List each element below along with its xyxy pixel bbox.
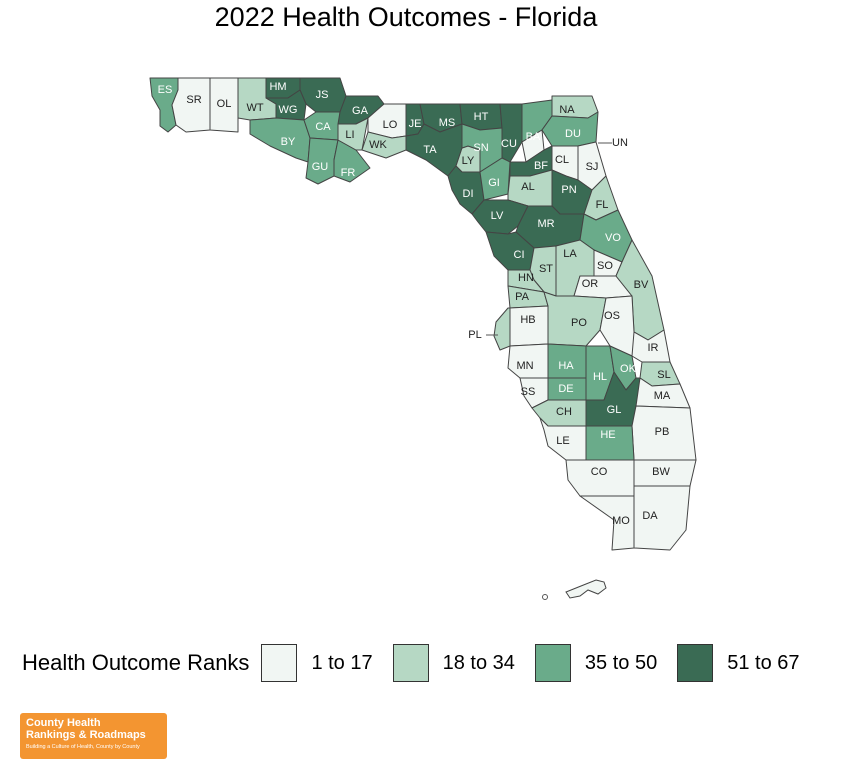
county-label-le: LE: [556, 435, 569, 447]
county-ol: [209, 77, 239, 133]
county-label-ba: BA: [526, 131, 541, 143]
county-label-fl: FL: [596, 199, 609, 211]
county-label-hm: HM: [269, 81, 286, 93]
legend-item-3: 35 to 50: [534, 644, 658, 682]
county-label-hn: HN: [518, 272, 534, 284]
county-label-ok: OK: [620, 363, 637, 375]
logo-tagline: Building a Culture of Health, County by …: [26, 744, 140, 750]
legend: Health Outcome Ranks 1 to 17 18 to 34 35…: [22, 640, 820, 686]
florida-county-map: ES SR OL WT HM JS WG BY CA GU FR GA LI LO WK JE MS TA HT LY…: [149, 77, 697, 600]
county-da: [633, 485, 691, 551]
county-cu: [499, 103, 523, 163]
county-pl: [493, 307, 511, 351]
county-label-ly: LY: [462, 155, 475, 167]
county-label-or: OR: [582, 278, 599, 290]
county-label-al: AL: [521, 181, 534, 193]
county-label-pa: PA: [515, 291, 530, 303]
county-label-mr: MR: [537, 218, 554, 230]
county-label-di: DI: [463, 188, 474, 200]
county-label-li: LI: [345, 129, 354, 141]
county-label-po: PO: [571, 317, 587, 329]
county-label-wt: WT: [246, 102, 263, 114]
county-mo: [579, 495, 635, 551]
legend-label-3: 35 to 50: [584, 651, 658, 674]
legend-swatch-3: [534, 644, 571, 682]
county-label-sj: SJ: [586, 161, 599, 173]
county-label-wk: WK: [369, 139, 387, 151]
county-label-wg: WG: [279, 104, 298, 116]
county-label-ol: OL: [217, 98, 232, 110]
legend-swatch-1: [261, 644, 298, 682]
county-label-un: UN: [612, 137, 628, 149]
county-gi: [479, 157, 511, 201]
county-label-gl: GL: [607, 404, 622, 416]
logo-line2: Rankings & Roadmaps: [26, 729, 146, 741]
county-label-bv: BV: [634, 279, 649, 291]
county-label-st: ST: [539, 263, 553, 275]
county-label-gi: GI: [488, 177, 500, 189]
legend-swatch-4: [677, 644, 714, 682]
county-wg: [265, 89, 307, 121]
county-health-rankings-logo: County Health Rankings & Roadmaps Buildi…: [20, 713, 167, 759]
county-label-da: DA: [642, 510, 658, 522]
county-label-mn: MN: [516, 360, 533, 372]
county-label-ga: GA: [352, 105, 369, 117]
county-label-bw: BW: [652, 466, 670, 478]
county-label-os: OS: [604, 310, 620, 322]
county-label-mo: MO: [612, 515, 630, 527]
county-label-ca: CA: [315, 121, 331, 133]
map-title: 2022 Health Outcomes - Florida: [214, 2, 598, 32]
county-label-js: JS: [316, 89, 329, 101]
county-label-la: LA: [563, 248, 577, 260]
county-label-ch: CH: [556, 406, 572, 418]
county-label-ta: TA: [423, 144, 437, 156]
county-label-bf: BF: [534, 160, 548, 172]
county-label-cl: CL: [555, 154, 569, 166]
legend-title: Health Outcome Ranks: [22, 650, 250, 675]
legend-label-4: 51 to 67: [727, 651, 800, 674]
county-label-pl: PL: [468, 329, 481, 341]
county-label-gu: GU: [312, 161, 329, 173]
county-hb: [509, 305, 549, 347]
county-label-lo: LO: [383, 119, 398, 131]
county-label-hb: HB: [520, 314, 535, 326]
county-label-ha: HA: [558, 360, 574, 372]
legend-item-1: 1 to 17: [261, 644, 373, 682]
county-label-vo: VO: [605, 232, 621, 244]
county-label-du: DU: [565, 128, 581, 140]
county-label-he: HE: [600, 429, 615, 441]
county-label-ht: HT: [474, 111, 489, 123]
county-hn: [507, 269, 545, 293]
florida-keys-shape: [565, 579, 607, 599]
logo-line1: County Health: [26, 717, 101, 729]
legend-swatch-2: [392, 644, 429, 682]
county-label-sl: SL: [657, 369, 670, 381]
county-label-pb: PB: [655, 426, 670, 438]
county-label-so: SO: [597, 260, 613, 272]
legend-item-4: 51 to 67: [677, 644, 800, 682]
county-label-na: NA: [559, 104, 575, 116]
county-label-ss: SS: [521, 386, 536, 398]
county-label-pn: PN: [561, 184, 576, 196]
county-label-ma: MA: [654, 390, 671, 402]
county-label-hl: HL: [593, 371, 607, 383]
county-label-je: JE: [409, 118, 422, 130]
county-label-cu: CU: [501, 138, 517, 150]
county-label-sn: SN: [473, 142, 488, 154]
county-label-co: CO: [591, 466, 608, 478]
legend-label-2: 18 to 34: [442, 651, 515, 674]
legend-item-2: 18 to 34: [392, 644, 515, 682]
county-label-es: ES: [158, 84, 173, 96]
legend-label-1: 1 to 17: [311, 651, 373, 674]
county-label-sr: SR: [186, 94, 201, 106]
county-label-ir: IR: [648, 342, 659, 354]
county-label-by: BY: [281, 136, 296, 148]
county-label-ms: MS: [439, 117, 456, 129]
county-label-ci: CI: [514, 249, 525, 261]
county-label-de: DE: [558, 383, 573, 395]
county-label-fr: FR: [341, 167, 356, 179]
county-label-lv: LV: [491, 210, 504, 222]
